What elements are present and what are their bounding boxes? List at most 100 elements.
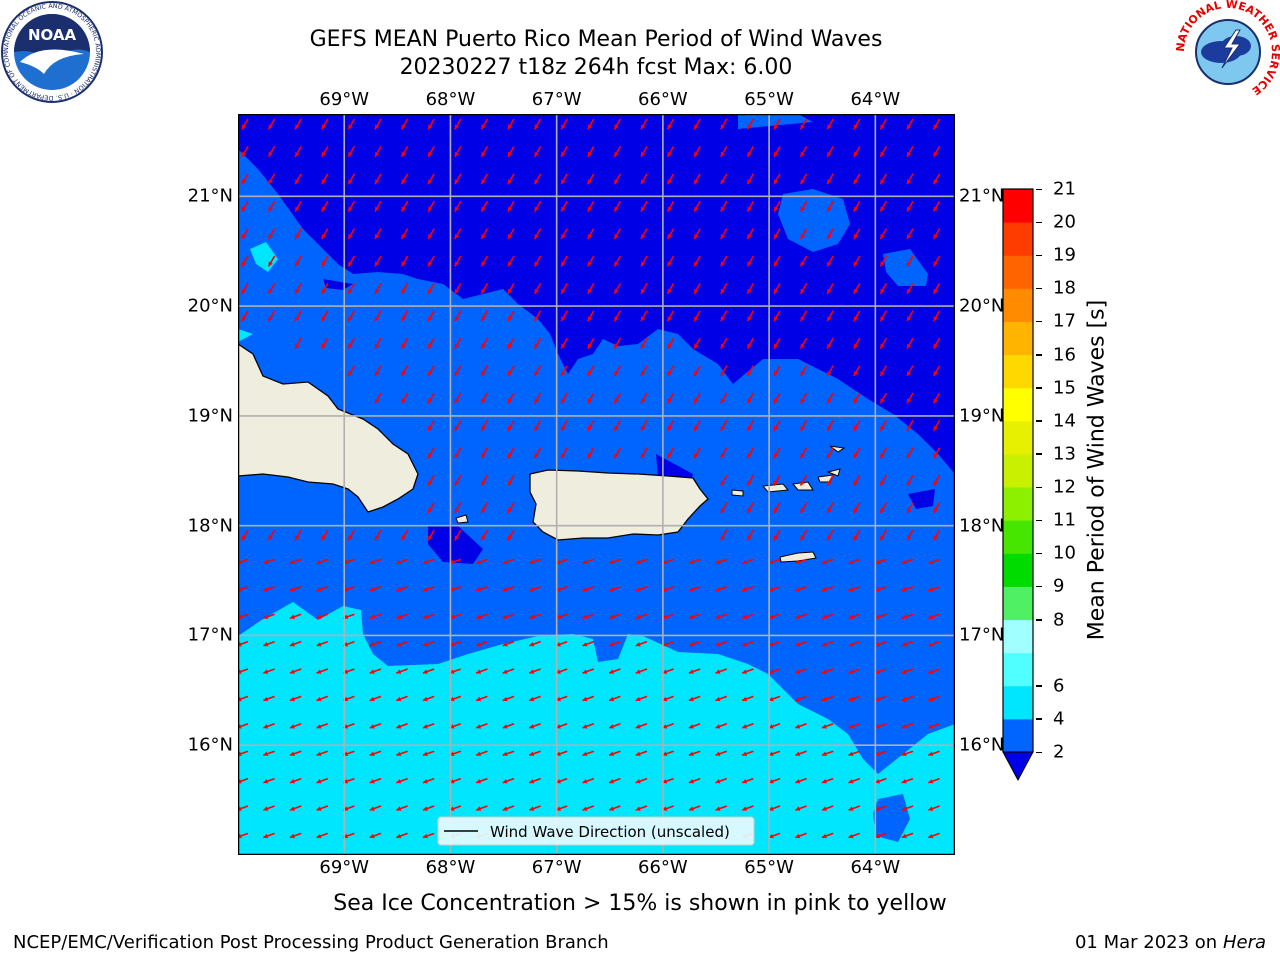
wind-arrow-head bbox=[428, 398, 433, 404]
wind-arrow-head bbox=[875, 751, 881, 757]
wind-arrow-head bbox=[907, 398, 912, 404]
wind-arrow-head bbox=[848, 778, 854, 784]
wind-arrow-head bbox=[774, 398, 779, 404]
wind-arrow-head bbox=[609, 724, 615, 729]
wind-arrow-head bbox=[635, 696, 641, 702]
wind-arrow-head bbox=[263, 614, 269, 620]
wind-arrow-head bbox=[774, 151, 779, 157]
wind-arrow-head bbox=[667, 453, 672, 459]
wind-arrow-head bbox=[375, 535, 380, 541]
wind-arrow-head bbox=[321, 535, 327, 541]
wind-arrow-head bbox=[481, 261, 486, 267]
wind-arrow-head bbox=[263, 833, 269, 839]
wind-arrow-head bbox=[774, 179, 779, 185]
wind-arrow-head bbox=[768, 833, 774, 839]
wind-arrow-head bbox=[609, 751, 615, 757]
colorbar-band bbox=[1003, 222, 1033, 256]
field-band-below-2 bbox=[238, 114, 955, 474]
colorbar-tick-label: 19 bbox=[1053, 244, 1076, 266]
wind-arrow-head bbox=[800, 507, 805, 513]
wind-arrow-head bbox=[821, 641, 827, 647]
wind-arrow-head bbox=[694, 398, 699, 404]
wind-arrow-head bbox=[848, 806, 854, 811]
lon-tick-top: 66°W bbox=[638, 89, 688, 110]
wind-arrow-head bbox=[614, 288, 619, 294]
wind-arrow-head bbox=[375, 288, 380, 294]
wind-arrow-head bbox=[747, 151, 752, 157]
wind-arrow-head bbox=[688, 724, 694, 729]
wind-arrow-head bbox=[476, 724, 482, 729]
wind-arrow-head bbox=[875, 833, 881, 839]
wind-arrow-head bbox=[422, 696, 428, 702]
wind-arrow-head bbox=[289, 696, 295, 702]
wind-arrow-head bbox=[907, 261, 912, 267]
wind-arrow-head bbox=[348, 179, 353, 185]
wind-arrow-head bbox=[428, 370, 433, 376]
wind-arrow-head bbox=[827, 535, 832, 541]
wind-arrow-head bbox=[774, 233, 779, 239]
wind-arrow-head bbox=[907, 233, 912, 239]
wind-arrow-head bbox=[263, 806, 269, 811]
wind-arrow-head bbox=[848, 559, 854, 565]
wind-arrow-head bbox=[853, 507, 859, 513]
colorbar-tick-mark bbox=[1036, 486, 1042, 489]
colorbar-tick-label: 14 bbox=[1053, 410, 1076, 432]
wind-arrow-head bbox=[534, 288, 539, 294]
legend-label: Wind Wave Direction (unscaled) bbox=[490, 823, 730, 841]
colorbar-band bbox=[1003, 586, 1033, 621]
wind-arrow-head bbox=[348, 288, 353, 294]
wind-arrow-head bbox=[853, 425, 859, 431]
wind-arrow-head bbox=[369, 751, 375, 757]
wind-arrow-head bbox=[774, 507, 779, 513]
wind-arrow-head bbox=[901, 724, 907, 729]
wind-arrow-head bbox=[747, 480, 752, 486]
wind-arrow-head bbox=[534, 179, 539, 185]
wind-arrow-head bbox=[933, 398, 938, 404]
wind-arrow-head bbox=[454, 261, 460, 267]
wind-arrow-head bbox=[827, 124, 832, 130]
wind-arrow-head bbox=[688, 669, 694, 674]
colorbar-band bbox=[1003, 321, 1033, 356]
wind-arrow-head bbox=[800, 233, 805, 239]
wind-arrow-head bbox=[401, 206, 406, 212]
lon-tick-bottom: 65°W bbox=[744, 857, 794, 878]
wind-arrow-head bbox=[582, 559, 588, 565]
wind-arrow-head bbox=[933, 288, 938, 294]
wind-arrow-head bbox=[321, 316, 327, 322]
wind-arrow-head bbox=[263, 559, 269, 565]
wind-arrow-head bbox=[321, 261, 327, 267]
wind-arrow-head bbox=[928, 806, 934, 811]
wind-arrow-head bbox=[720, 316, 726, 322]
wind-arrow-head bbox=[928, 587, 934, 592]
wind-arrow-head bbox=[667, 151, 672, 157]
wind-arrow-head bbox=[609, 559, 615, 565]
wind-arrow-head bbox=[933, 507, 938, 513]
wind-arrow-head bbox=[508, 425, 513, 431]
wind-arrow-head bbox=[901, 833, 907, 839]
colorbar-tick-mark bbox=[1036, 619, 1042, 621]
field-pocket-dark bbox=[428, 526, 483, 564]
land-st-croix bbox=[779, 551, 817, 563]
wind-arrow-head bbox=[481, 453, 486, 459]
wind-arrow-head bbox=[694, 233, 699, 239]
lat-tick-left: 17°N bbox=[187, 624, 233, 646]
wind-direction-arrows bbox=[238, 118, 941, 839]
wind-arrow-head bbox=[481, 507, 486, 513]
wind-arrow-head bbox=[242, 316, 247, 322]
wind-arrow-head bbox=[401, 151, 406, 157]
wind-arrow-head bbox=[688, 806, 694, 811]
wind-arrow-head bbox=[747, 261, 752, 267]
wind-arrow-head bbox=[502, 614, 508, 620]
lon-tick-top: 64°W bbox=[850, 89, 901, 110]
wind-arrow-head bbox=[316, 669, 322, 674]
wind-arrow-head bbox=[295, 343, 300, 349]
field-pocket-cyan bbox=[238, 329, 253, 342]
wind-arrow-head bbox=[880, 261, 885, 267]
wind-arrow-head bbox=[907, 206, 912, 212]
wind-arrow-head bbox=[694, 124, 699, 130]
wind-arrow-head bbox=[720, 151, 726, 157]
wind-arrow-head bbox=[880, 453, 885, 459]
wind-arrow-head bbox=[289, 614, 295, 620]
wind-arrow-head bbox=[742, 806, 748, 811]
colorbar-band bbox=[1003, 420, 1033, 455]
